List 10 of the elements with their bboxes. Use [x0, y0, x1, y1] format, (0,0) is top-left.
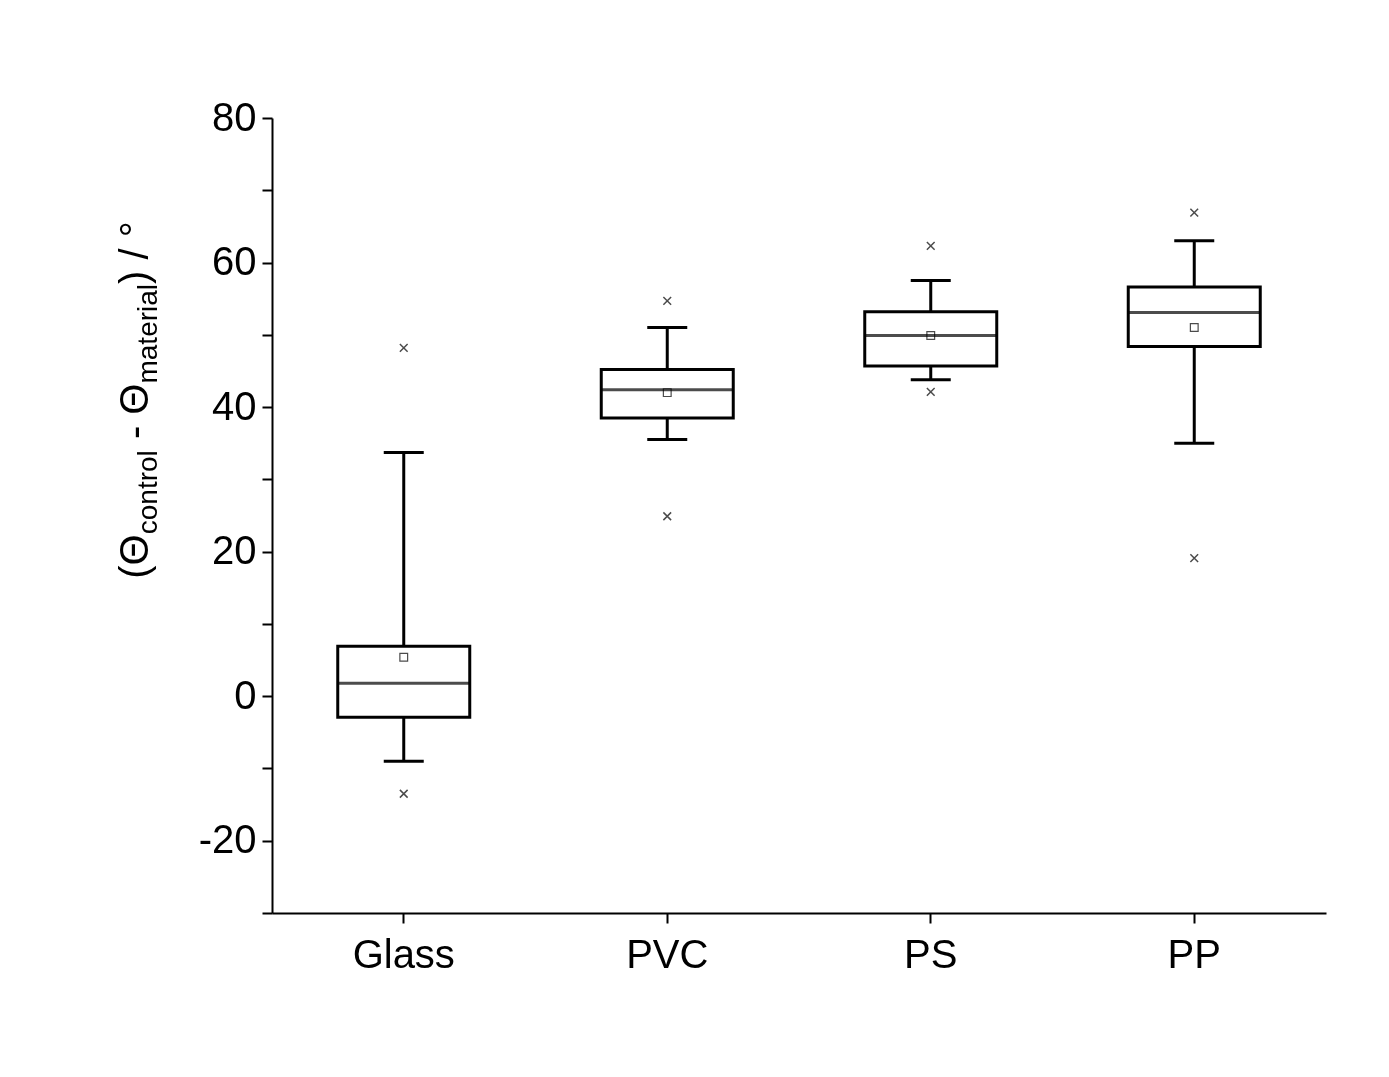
- y-tick-label: -20: [198, 817, 257, 862]
- x-tick-label: PP: [1167, 931, 1221, 976]
- y-tick-label: 0: [234, 672, 257, 717]
- y-tick-label: 60: [212, 239, 257, 284]
- x-tick-label: PVC: [626, 931, 709, 976]
- x-tick-label: Glass: [352, 931, 455, 976]
- y-tick-label: 40: [212, 383, 257, 428]
- y-tick-label: 80: [212, 94, 257, 139]
- y-tick-label: 20: [212, 528, 257, 573]
- x-tick-label: PS: [904, 931, 958, 976]
